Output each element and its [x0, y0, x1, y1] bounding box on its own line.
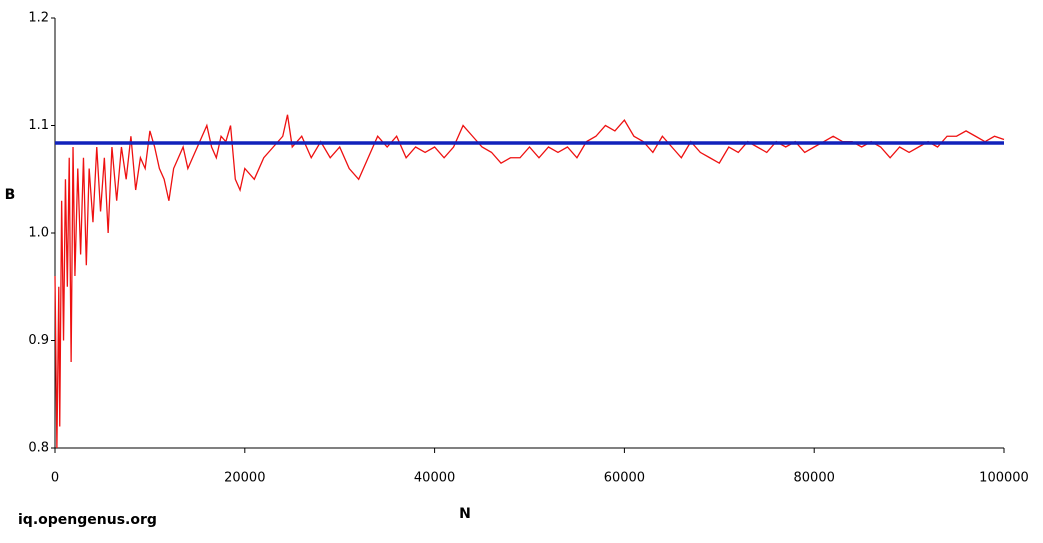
x-tick-label: 60000 — [604, 471, 645, 486]
x-tick-label: 20000 — [224, 471, 265, 486]
y-tick-label: 1.2 — [28, 11, 49, 26]
x-tick-label: 80000 — [794, 471, 835, 486]
y-tick-label: 0.8 — [28, 441, 49, 456]
data-line — [54, 114, 1005, 449]
y-tick-label: 1.0 — [28, 226, 49, 241]
y-tick-label: 1.1 — [28, 118, 49, 133]
y-tick-label: 0.9 — [28, 333, 49, 348]
x-tick-label: 40000 — [414, 471, 455, 486]
x-axis-label: N — [459, 506, 471, 522]
x-tick-label: 0 — [51, 471, 59, 486]
watermark: iq.opengenus.org — [18, 512, 157, 528]
y-axis-label: B — [5, 187, 16, 203]
x-tick-label: 100000 — [979, 471, 1029, 486]
